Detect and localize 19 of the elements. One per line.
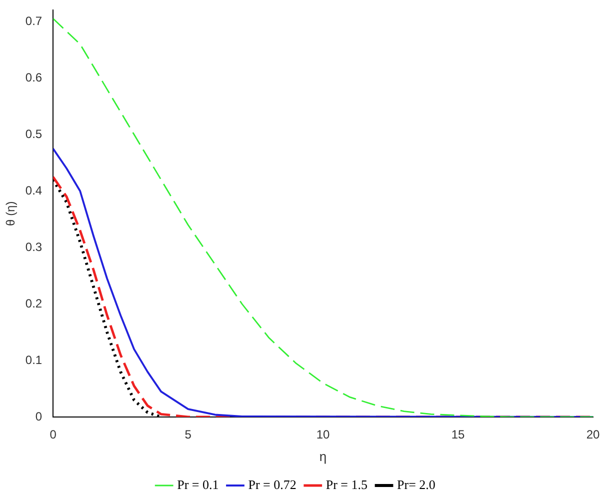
x-axis-title: η <box>319 448 327 464</box>
y-tick-label: 0 <box>35 409 42 424</box>
legend-label: Pr= 2.0 <box>397 476 436 492</box>
legend-label: Pr = 0.72 <box>248 476 296 492</box>
legend-label: Pr = 1.5 <box>326 476 368 492</box>
y-tick-label: 0.5 <box>25 126 42 141</box>
y-axis-title: θ (η) <box>4 201 18 226</box>
y-tick-label: 0.3 <box>25 240 42 254</box>
x-tick-label: 0 <box>50 428 57 442</box>
x-tick-label: 5 <box>184 428 192 442</box>
y-tick-label: 0.4 <box>25 183 42 198</box>
y-tick-label: 0.6 <box>25 70 42 84</box>
y-tick-label: 0.1 <box>25 352 42 367</box>
legend-label: Pr = 0.1 <box>177 476 219 492</box>
x-tick-label: 20 <box>586 428 600 442</box>
y-tick-label: 0.2 <box>25 296 42 310</box>
x-tick-label: 10 <box>316 428 330 442</box>
y-tick-label: 0.7 <box>25 14 42 28</box>
x-tick-label: 15 <box>451 428 466 442</box>
